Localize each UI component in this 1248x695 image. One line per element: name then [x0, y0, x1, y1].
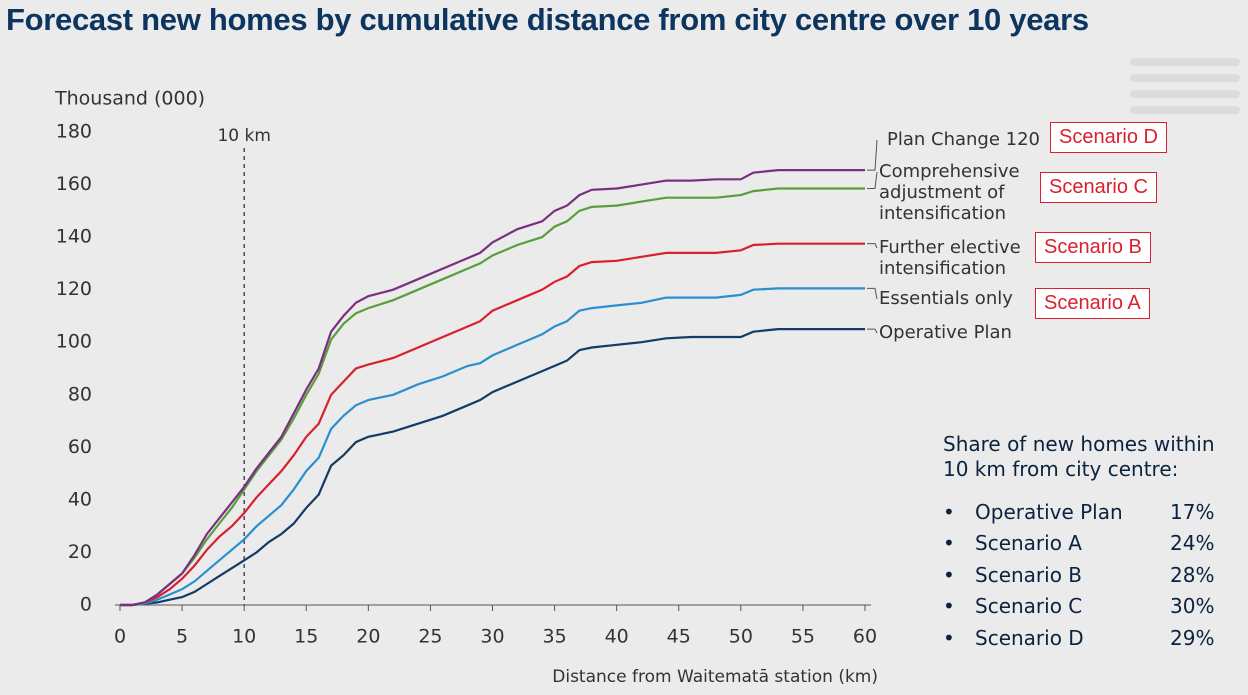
scenario-tag: Scenario A: [1035, 288, 1150, 319]
share-value: 30%: [1170, 594, 1215, 619]
share-title: Share of new homes within 10 km from cit…: [943, 432, 1215, 481]
y-tick-label: 140: [56, 226, 92, 248]
leader-line: [867, 139, 878, 171]
series-line: [120, 287, 865, 607]
y-tick-label: 0: [80, 594, 92, 616]
x-tick-label: 30: [480, 626, 504, 648]
series-line: [120, 169, 865, 607]
series-line: [120, 242, 865, 607]
chart-title: Forecast new homes by cumulative distanc…: [6, 2, 1089, 37]
share-name: Scenario C: [975, 594, 1083, 619]
x-tick-label: 50: [729, 626, 753, 648]
series-label: Essentials only: [879, 288, 1013, 309]
bullet: •: [943, 499, 955, 524]
x-tick-label: 0: [114, 626, 126, 648]
y-tick-label: 160: [56, 173, 92, 195]
bullet: •: [943, 594, 955, 619]
y-tick-label: 120: [56, 278, 92, 300]
leader-line: [867, 287, 878, 300]
leader-line: [867, 328, 878, 334]
y-tick-label: 20: [68, 541, 92, 563]
share-value: 17%: [1170, 499, 1215, 524]
series-label: Further elective intensification: [879, 237, 1021, 279]
y-axis-label: Thousand (000): [54, 88, 205, 110]
share-name: Operative Plan: [975, 499, 1123, 524]
scenario-tag: Scenario B: [1035, 232, 1151, 263]
x-tick-label: 15: [294, 626, 318, 648]
share-name: Scenario A: [975, 531, 1082, 556]
series-label: Comprehensive adjustment of intensificat…: [879, 161, 1020, 224]
share-box: Share of new homes within 10 km from cit…: [943, 432, 1243, 654]
share-value: 28%: [1170, 562, 1215, 587]
reference-label: 10 km: [217, 126, 270, 146]
share-row: • Scenario B 28%: [943, 559, 1243, 591]
leader-line: [867, 243, 878, 249]
x-tick-label: 35: [542, 626, 566, 648]
scenario-tag: Scenario D: [1050, 122, 1167, 153]
x-tick-label: 5: [176, 626, 188, 648]
share-value: 24%: [1170, 531, 1215, 556]
decor: [1130, 58, 1240, 114]
series-line: [120, 187, 865, 607]
bullet: •: [943, 531, 955, 556]
leader-line: [867, 171, 878, 189]
x-tick-label: 55: [791, 626, 815, 648]
x-tick-label: 10: [232, 626, 256, 648]
series-line: [120, 328, 865, 607]
series-label: Plan Change 120: [887, 129, 1041, 150]
x-tick-label: 40: [605, 626, 629, 648]
bullet: •: [943, 625, 955, 650]
x-tick-label: 45: [667, 626, 691, 648]
bullet: •: [943, 562, 955, 587]
x-tick-label: 60: [853, 626, 877, 648]
share-name: Scenario B: [975, 562, 1083, 587]
share-row: • Scenario D 29%: [943, 622, 1243, 654]
scenario-tag: Scenario C: [1040, 172, 1157, 203]
y-tick-label: 100: [56, 331, 92, 353]
y-tick-label: 180: [56, 121, 92, 143]
share-name: Scenario D: [975, 625, 1084, 650]
share-value: 29%: [1170, 625, 1215, 650]
share-row: • Scenario C 30%: [943, 591, 1243, 623]
series-label: Operative Plan: [879, 322, 1012, 343]
share-row: • Scenario A 24%: [943, 528, 1243, 560]
share-row: • Operative Plan 17%: [943, 496, 1243, 528]
x-axis-label: Distance from Waitematā station (km): [552, 667, 878, 687]
x-tick-label: 20: [356, 626, 380, 648]
y-tick-label: 80: [68, 383, 92, 405]
y-tick-label: 60: [68, 436, 92, 458]
share-list: • Operative Plan 17% • Scenario A 24% • Scenari…: [943, 496, 1243, 654]
y-tick-label: 40: [68, 488, 92, 510]
x-tick-label: 25: [418, 626, 442, 648]
